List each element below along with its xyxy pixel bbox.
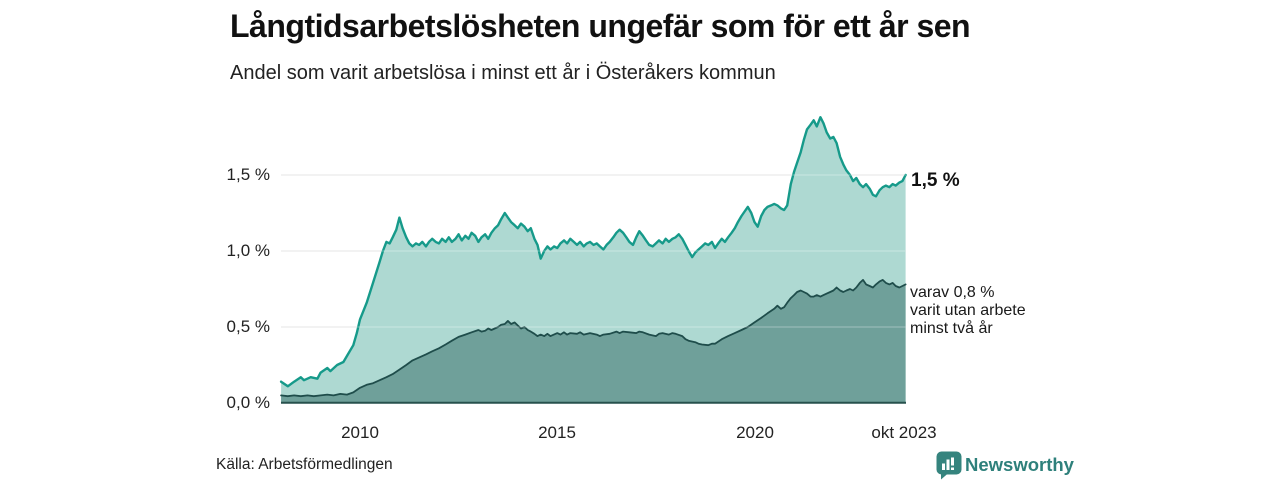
- gridline-overlays: [281, 174, 906, 328]
- page-title: Långtidsarbetslösheten ungefär som för e…: [230, 8, 971, 44]
- y-tick-1-5: 1,5 %: [226, 165, 270, 184]
- y-tick-0-5: 0,5 %: [226, 317, 270, 336]
- line-2yr-subset: [280, 279, 907, 398]
- end-value-label-subset: varav 0,8 % varit utan arbete minst två …: [910, 284, 1026, 338]
- area-fill-2yr-subset: [281, 279, 906, 403]
- x-tick-2010: 2010: [341, 423, 379, 442]
- subset-label-line-3: minst två år: [910, 320, 993, 337]
- source-credit: Källa: Arbetsförmedlingen: [216, 456, 393, 473]
- newsworthy-logo-text: Newsworthy: [965, 454, 1074, 475]
- x-tick-2015: 2015: [538, 423, 576, 442]
- subset-label-line-1: varav 0,8 %: [910, 284, 995, 301]
- x-tick-okt-2023: okt 2023: [871, 423, 937, 442]
- line-total-1yr: [279, 116, 907, 388]
- y-tick-1-0: 1,0 %: [226, 241, 270, 260]
- subset-label-line-2: varit utan arbete: [910, 302, 1026, 319]
- chart-subtitle: Andel som varit arbetslösa i minst ett å…: [230, 62, 776, 84]
- newsworthy-logo-icon: [936, 451, 962, 480]
- x-tick-2020: 2020: [736, 423, 774, 442]
- end-value-label-total: 1,5 %: [911, 170, 960, 191]
- y-tick-0-0: 0,0 %: [226, 393, 270, 412]
